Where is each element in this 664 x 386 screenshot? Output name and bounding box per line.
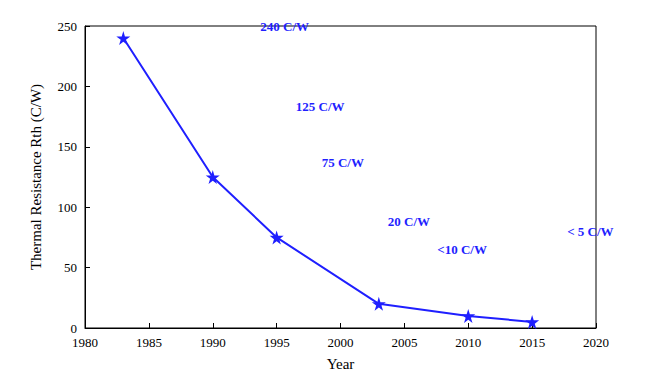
svg-text:Year: Year: [327, 356, 355, 372]
svg-text:100: 100: [58, 200, 78, 215]
svg-text:1995: 1995: [264, 335, 290, 350]
svg-text:1985: 1985: [136, 335, 162, 350]
svg-text:75 C/W: 75 C/W: [322, 155, 364, 170]
svg-text:2020: 2020: [583, 335, 609, 350]
svg-text:2015: 2015: [519, 335, 545, 350]
svg-text:50: 50: [64, 260, 77, 275]
svg-text:< 5 C/W: < 5 C/W: [567, 224, 613, 239]
svg-text:125 C/W: 125 C/W: [296, 99, 345, 114]
svg-text:2005: 2005: [391, 335, 417, 350]
svg-text:20 C/W: 20 C/W: [388, 214, 430, 229]
svg-text:1980: 1980: [72, 335, 98, 350]
svg-text:240 C/W: 240 C/W: [260, 19, 309, 34]
svg-text:200: 200: [58, 79, 78, 94]
svg-text:1990: 1990: [200, 335, 226, 350]
svg-text:0: 0: [71, 321, 78, 336]
svg-text:250: 250: [58, 19, 78, 34]
svg-text:Thermal Resistance Rth (C/W): Thermal Resistance Rth (C/W): [28, 84, 45, 270]
svg-text:2000: 2000: [328, 335, 354, 350]
svg-text:150: 150: [58, 139, 78, 154]
svg-text:<10 C/W: <10 C/W: [437, 242, 487, 257]
svg-text:2010: 2010: [455, 335, 481, 350]
